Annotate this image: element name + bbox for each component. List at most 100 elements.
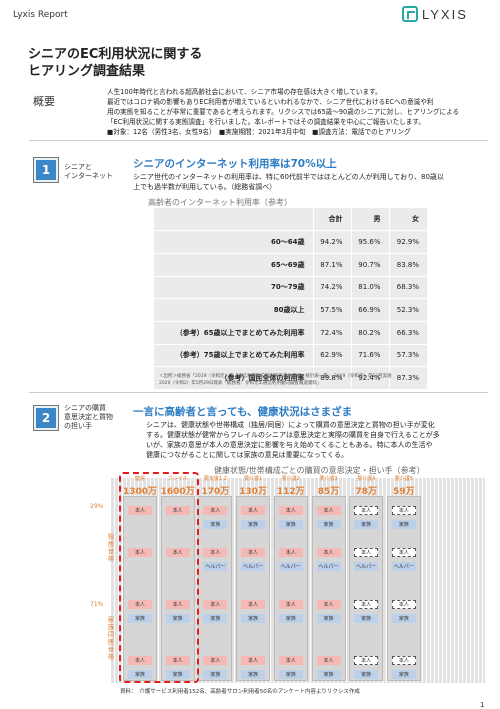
table-cell: 92.9% xyxy=(388,230,427,254)
page-number: 1 xyxy=(480,701,485,709)
label-self: 本人 xyxy=(316,656,341,665)
table-row: 65～69歳 87.1% 90.7% 83.8% xyxy=(154,253,427,277)
overview-label: 概要 xyxy=(33,95,55,108)
header-male: 男 xyxy=(350,208,389,232)
label-self: 本人 xyxy=(278,600,303,609)
label-self: 本人 xyxy=(128,548,152,557)
row-label: 70～79歳 xyxy=(154,276,313,300)
diagram-title: 健康状態/世帯構成ごとの購買の意思決定・担い手（参考） xyxy=(214,466,425,475)
column-count: 112万 xyxy=(276,487,305,497)
label-family: 家族 xyxy=(128,670,152,679)
label-family: 家族 xyxy=(128,614,152,623)
label-family: 家族 xyxy=(316,520,341,529)
table-cell: 87.3% xyxy=(388,366,427,390)
label-self: 本人 xyxy=(203,656,228,665)
overview-line: 用の実態を知ることが非常に重要であると考えられます。リクシスでは65歳～90歳の… xyxy=(107,107,460,116)
overview-line: 「EC利用状況に関する実態調査」を行いました。本レポートではその調査結果を中心に… xyxy=(107,117,425,126)
section2-side-label: シニアの購買 意思決定と買物 の担い手 xyxy=(64,404,113,430)
internet-usage-table: 合計 男 女 60～64歳 94.2% 95.6% 92.9% 65～69歳 87.1% 9… xyxy=(154,208,427,390)
label-family: 家族 xyxy=(316,614,341,623)
label-helper: ヘルパー xyxy=(316,562,341,571)
footer-source: 資料： 介護サービス利用者152名、高齢者サロン利用者50名のアンケート内容より… xyxy=(120,689,360,695)
label-self: 本人 xyxy=(278,506,303,515)
label-family: 家族 xyxy=(354,520,379,529)
column-count: 130万 xyxy=(239,487,267,497)
header-female: 女 xyxy=(388,208,427,232)
section1-badge: 1 xyxy=(33,157,59,183)
label-self: 本人 xyxy=(165,506,190,515)
section1-body: シニア世代のインターネットの利用率は、特に60代前半ではほとんどの人が利用してお… xyxy=(133,173,444,191)
section1-side-label: シニアと インターネット xyxy=(64,163,113,180)
row-label: 60～64歳 xyxy=(154,230,313,254)
table-cell: 66.9% xyxy=(350,298,389,322)
decision-diagram: 29% 71% 独居世帯 家族同居世帯 健常 1300万 本人 本人 本人 家族 本人 家族 フレイル 1… xyxy=(90,472,485,683)
overview-line: 人生100年時代と言われる超高齢社会において、シニア市場の存在感は大きく増してい… xyxy=(107,88,382,96)
column-count: 59万 xyxy=(393,487,415,497)
report-label: Lyxis Report xyxy=(13,10,68,20)
label-self: 本人 xyxy=(241,506,266,515)
lyxis-logo: LYXIS xyxy=(402,6,468,22)
pct-bottom-label: 71% xyxy=(90,601,104,608)
label-helper: ヘルパー xyxy=(203,562,228,571)
row-label: （参考）国民全体の利用率 xyxy=(154,366,313,390)
row-label: 80歳以上 xyxy=(154,298,313,322)
lyxis-logo-icon xyxy=(402,6,418,22)
label-self: 本人 xyxy=(316,506,341,515)
label-family: 家族 xyxy=(165,614,190,623)
table-row: 70～79歳 74.2% 81.0% 68.3% xyxy=(154,276,427,300)
label-self: 本人 xyxy=(128,600,152,609)
label-self: 本人 xyxy=(165,656,190,665)
row-label: （参考）65歳以上でまとめてみた利用率 xyxy=(154,321,313,345)
label-family: 家族 xyxy=(241,614,266,623)
label-self: 本人 xyxy=(391,548,416,557)
title-line2: ヒアリング調査結果 xyxy=(28,64,146,79)
label-self: 本人 xyxy=(165,600,190,609)
page-title: シニアのEC利用状況に関する ヒアリング調査結果 xyxy=(28,46,328,80)
label-helper: ヘルパー xyxy=(391,562,416,571)
table-cell: 68.3% xyxy=(388,276,427,300)
label-family: 家族 xyxy=(165,670,190,679)
row-label: 65～69歳 xyxy=(154,253,313,277)
label-self: 本人 xyxy=(241,656,266,665)
column-count: 1300万 xyxy=(122,487,158,497)
row-label: （参考）75歳以上でまとめてみた利用率 xyxy=(154,344,313,368)
family-household-label: 家族同居世帯 xyxy=(106,616,114,661)
label-family: 家族 xyxy=(203,670,228,679)
overview-line: ■対象：12名（男性3名、女性9名） ■実施期間：2021年3月中旬 ■調査方法… xyxy=(107,127,411,136)
label-self: 本人 xyxy=(391,600,416,609)
table-cell: 74.2% xyxy=(312,276,351,300)
table-row: （参考）65歳以上でまとめてみた利用率 72.4% 80.2% 66.3% xyxy=(154,321,427,345)
header-total: 合計 xyxy=(312,208,351,232)
label-self: 本人 xyxy=(316,600,341,609)
table-cell: 89.8% xyxy=(312,366,351,390)
label-self: 本人 xyxy=(354,656,379,665)
column-count: 170万 xyxy=(201,487,230,497)
column-count: 78万 xyxy=(355,487,377,497)
table-cell: 72.4% xyxy=(312,321,351,345)
column-head: 要介護4 xyxy=(357,476,376,482)
label-family: 家族 xyxy=(278,614,303,623)
divider xyxy=(29,140,488,141)
label-family: 家族 xyxy=(278,670,303,679)
table-cell: 57.5% xyxy=(312,298,351,322)
table-cell: 66.3% xyxy=(388,321,427,345)
table-cell: 81.0% xyxy=(350,276,389,300)
label-self: 本人 xyxy=(278,656,303,665)
label-self: 本人 xyxy=(278,548,303,557)
label-self: 本人 xyxy=(354,600,379,609)
table-cell: 83.8% xyxy=(388,253,427,277)
label-helper: ヘルパー xyxy=(354,562,379,571)
label-self: 本人 xyxy=(165,548,190,557)
pct-top-label: 29% xyxy=(90,503,104,510)
table-cell: 57.3% xyxy=(388,344,427,368)
label-family: 家族 xyxy=(203,614,228,623)
label-self: 本人 xyxy=(354,548,379,557)
table-row: 80歳以上 57.5% 66.9% 52.3% xyxy=(154,298,427,322)
table-row: （参考）国民全体の利用率 89.8% 92.4% 87.3% xyxy=(154,366,427,390)
table-row: （参考）75歳以上でまとめてみた利用率 62.9% 71.6% 57.3% xyxy=(154,344,427,368)
table-caption: 高齢者のインターネット利用率（参考） xyxy=(148,198,292,207)
label-family: 家族 xyxy=(241,520,266,529)
section2-body: シニアは、健康状態や世帯構成（独居/同居）によって購買の意思決定と買物の担い手が… xyxy=(146,421,440,459)
label-self: 本人 xyxy=(241,600,266,609)
section1-heading: シニアのインターネット利用率は70%以上 xyxy=(133,158,337,170)
